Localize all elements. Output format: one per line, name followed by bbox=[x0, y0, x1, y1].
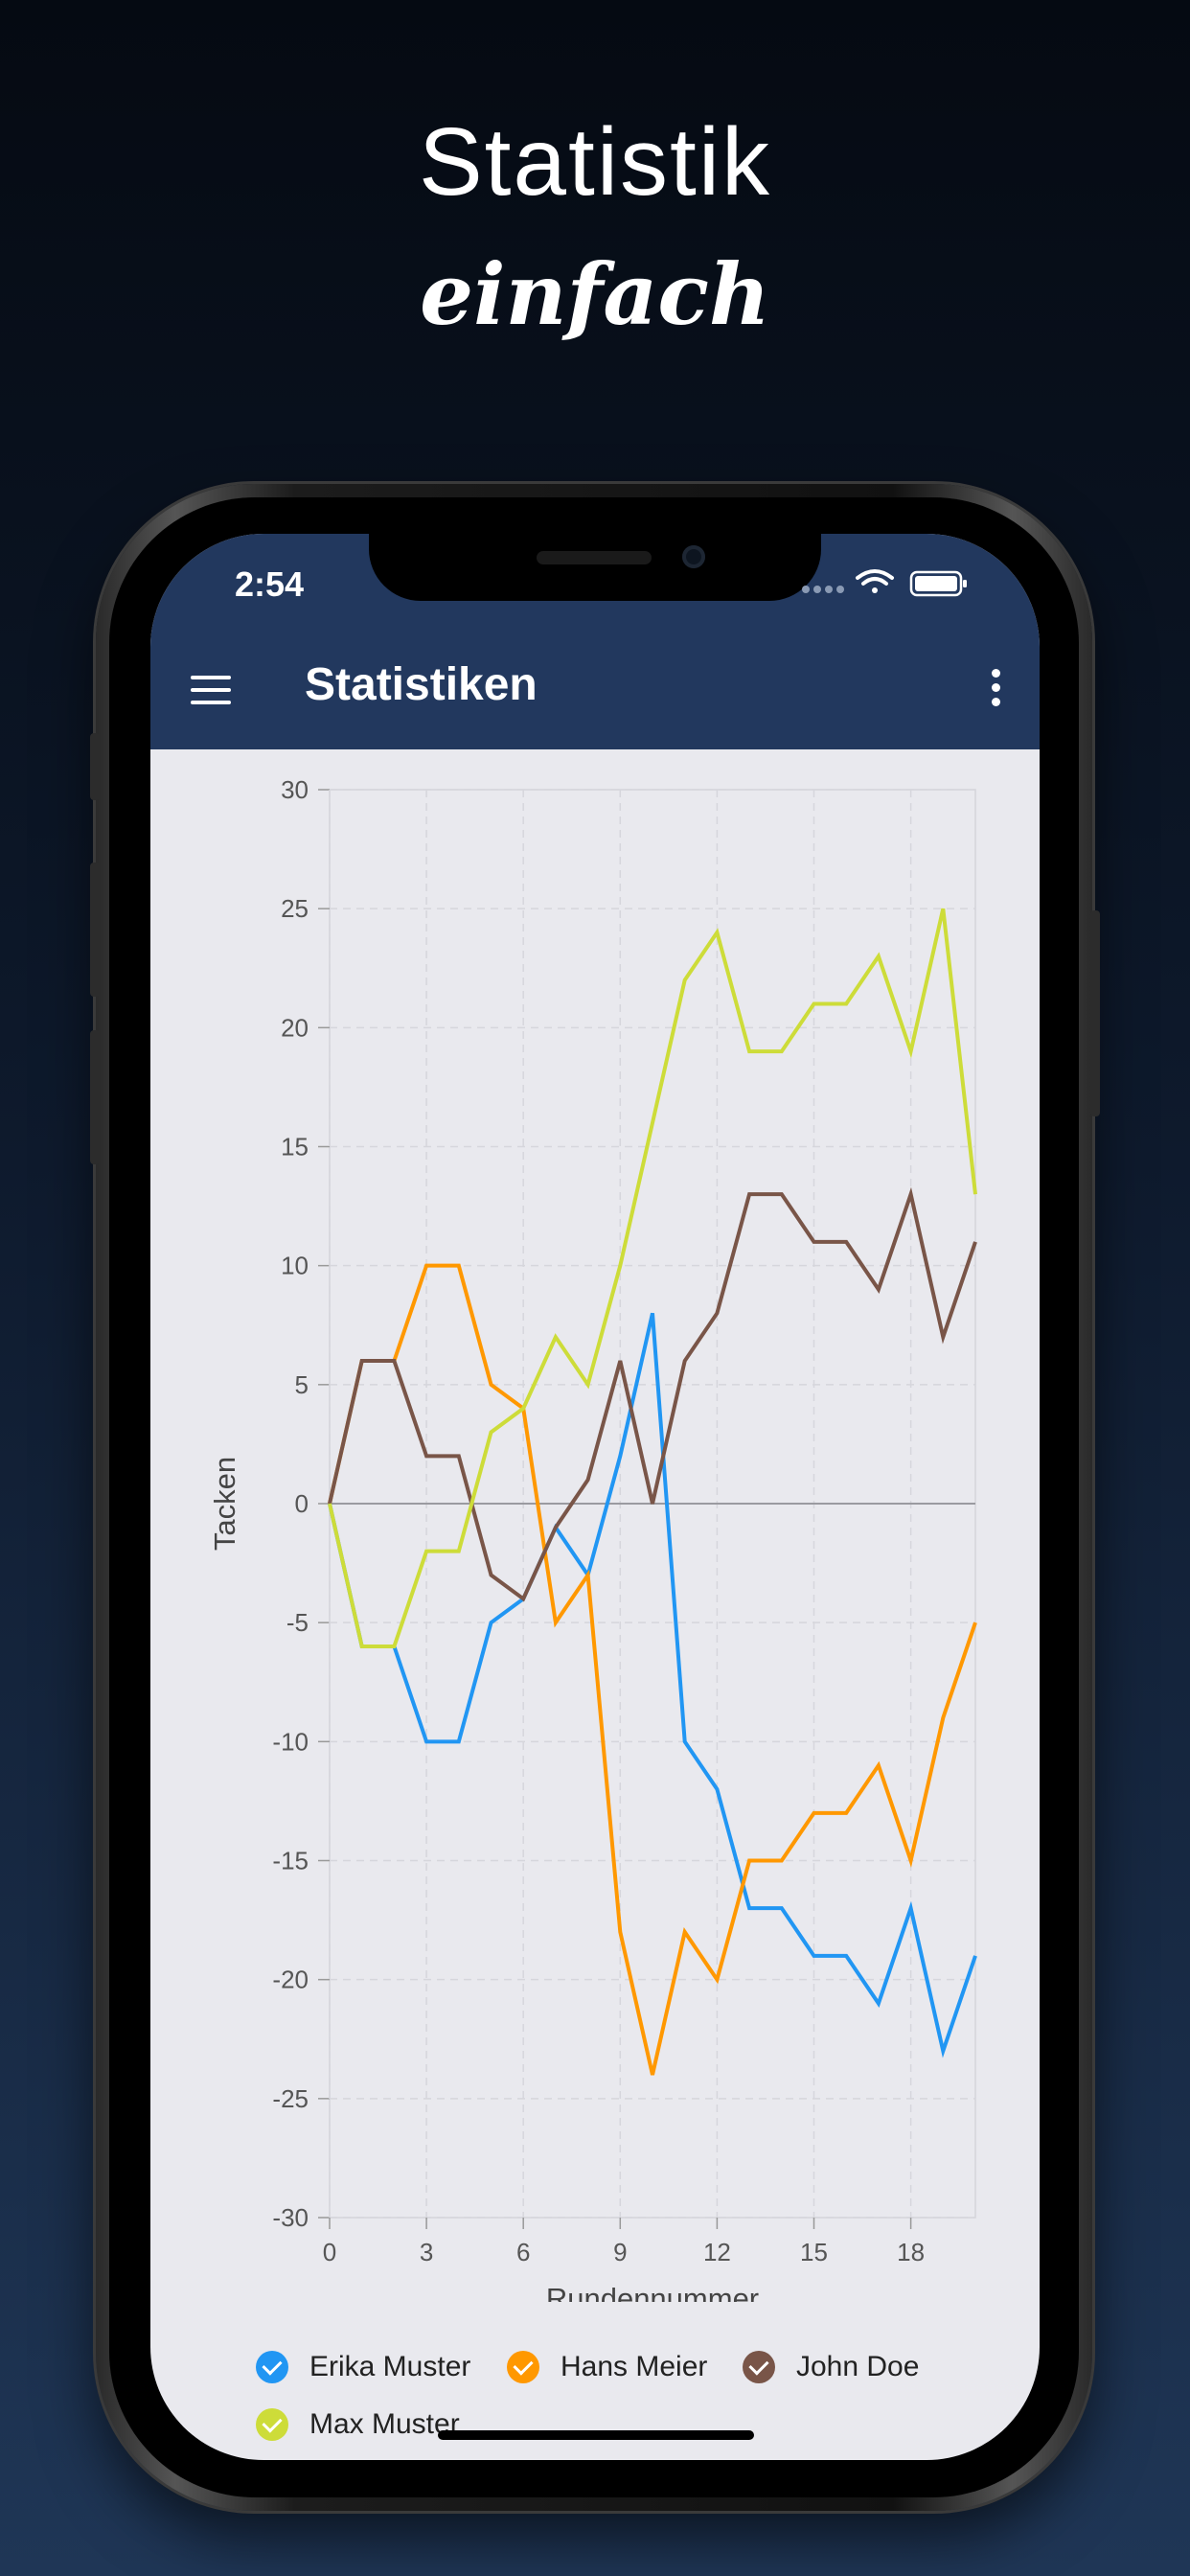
y-tick-label: 25 bbox=[281, 894, 309, 923]
promo-headline: Statistik bbox=[418, 108, 772, 216]
series-line-erika-muster bbox=[328, 1312, 977, 2058]
legend-label: Erika Muster bbox=[309, 2351, 471, 2382]
y-tick-label: -20 bbox=[272, 1966, 309, 1994]
x-tick-label: 6 bbox=[516, 2238, 530, 2266]
y-axis-title: Tacken bbox=[208, 1457, 241, 1551]
legend-label: John Doe bbox=[796, 2351, 920, 2382]
x-tick-label: 0 bbox=[323, 2238, 336, 2266]
x-tick-label: 15 bbox=[800, 2238, 828, 2266]
y-tick-label: 10 bbox=[281, 1252, 309, 1280]
x-axis-title: Rundennummer bbox=[546, 2282, 759, 2302]
notch bbox=[369, 534, 821, 601]
status-time: 2:54 bbox=[235, 564, 305, 604]
legend-item-erika-muster[interactable]: Erika Muster bbox=[256, 2348, 470, 2386]
checkmark-icon[interactable] bbox=[743, 2351, 775, 2383]
legend-label: Max Muster bbox=[309, 2408, 460, 2440]
phone-volume-up-button bbox=[90, 862, 100, 997]
x-tick-label: 18 bbox=[897, 2238, 925, 2266]
checkmark-icon[interactable] bbox=[256, 2408, 288, 2441]
score-line-chart: 30 25 20 15 10 5 0 -5 -10 -15 -20 -25 -30 0 3 6 9 12 15 18 R… bbox=[208, 775, 977, 2302]
checkmark-icon[interactable] bbox=[256, 2351, 288, 2383]
y-tick-label: -5 bbox=[286, 1608, 309, 1637]
y-tick-label: -10 bbox=[272, 1727, 309, 1756]
status-icons bbox=[802, 569, 967, 597]
x-tick-label: 9 bbox=[613, 2238, 627, 2266]
checkmark-icon[interactable] bbox=[507, 2351, 539, 2383]
legend-item-max-muster[interactable]: Max Muster bbox=[256, 2405, 460, 2444]
x-tick-label: 3 bbox=[420, 2238, 433, 2266]
camera-icon bbox=[682, 545, 705, 568]
speaker-grille bbox=[537, 551, 652, 564]
y-tick-label: -25 bbox=[272, 2084, 309, 2113]
promo-subline: einfach bbox=[420, 244, 770, 344]
wifi-icon bbox=[856, 569, 894, 593]
y-tick-label: -15 bbox=[272, 1847, 309, 1875]
y-tick-label: 15 bbox=[281, 1133, 309, 1162]
more-vertical-icon[interactable] bbox=[990, 669, 1001, 707]
y-tick-label: -30 bbox=[272, 2203, 309, 2232]
legend-item-john-doe[interactable]: John Doe bbox=[743, 2348, 919, 2386]
battery-icon bbox=[909, 570, 967, 597]
y-tick-label: 5 bbox=[295, 1370, 309, 1399]
phone-power-button bbox=[1090, 910, 1100, 1116]
app-bar-title: Statistiken bbox=[305, 659, 538, 710]
legend-label: Hans Meier bbox=[561, 2351, 708, 2382]
phone-side-button-silent bbox=[90, 733, 100, 800]
series-line-hans-meier bbox=[328, 1263, 977, 2076]
home-indicator[interactable] bbox=[438, 2430, 754, 2440]
y-tick-label: 30 bbox=[281, 775, 309, 804]
phone-screen: 2:54 Statistiken 30 25 20 15 10 5 0 -5 -10 -15 -20… bbox=[150, 534, 1040, 2460]
series-line-john-doe bbox=[328, 1186, 977, 1602]
phone-volume-down-button bbox=[90, 1030, 100, 1164]
legend-item-hans-meier[interactable]: Hans Meier bbox=[507, 2348, 707, 2386]
y-tick-label: 0 bbox=[295, 1489, 309, 1518]
signal-dots-icon bbox=[802, 586, 844, 593]
hamburger-menu-icon[interactable] bbox=[191, 676, 231, 704]
series-line-max-muster bbox=[328, 908, 977, 1648]
x-tick-label: 12 bbox=[703, 2238, 731, 2266]
y-tick-label: 20 bbox=[281, 1013, 309, 1042]
app-bar: 2:54 Statistiken bbox=[150, 534, 1040, 749]
